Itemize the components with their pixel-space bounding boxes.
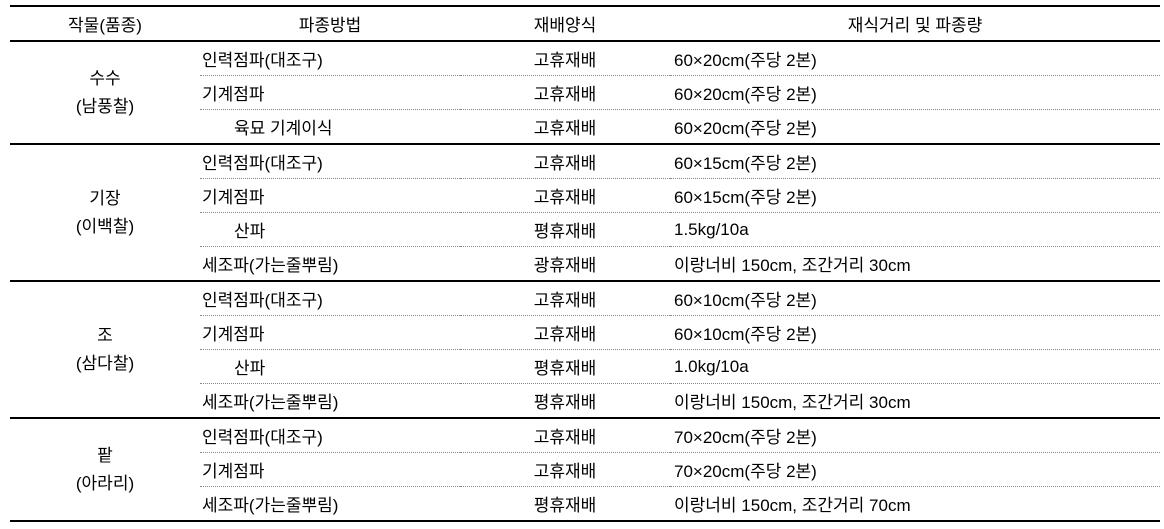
spacing-cell: 1.0kg/10a xyxy=(670,350,1160,384)
form-cell: 고휴재배 xyxy=(460,316,670,350)
form-cell: 광휴재배 xyxy=(460,247,670,282)
method-cell: 산파 xyxy=(200,213,460,247)
crop-cell: 조(삼다찰) xyxy=(10,281,200,418)
method-cell: 세조파(가는줄뿌림) xyxy=(200,247,460,282)
crop-name: 조 xyxy=(16,322,194,349)
form-cell: 고휴재배 xyxy=(460,76,670,110)
spacing-cell: 60×15cm(주당 2본) xyxy=(670,179,1160,213)
form-cell: 고휴재배 xyxy=(460,179,670,213)
method-cell: 기계점파 xyxy=(200,76,460,110)
spacing-cell: 60×15cm(주당 2본) xyxy=(670,144,1160,179)
header-spacing: 재식거리 및 파종량 xyxy=(670,6,1160,41)
form-cell: 고휴재배 xyxy=(460,418,670,453)
method-cell: 기계점파 xyxy=(200,453,460,487)
form-cell: 평휴재배 xyxy=(460,487,670,522)
spacing-cell: 이랑너비 150cm, 조간거리 30cm xyxy=(670,384,1160,419)
table-body: 수수(남풍찰)인력점파(대조구)고휴재배60×20cm(주당 2본)기계점파고휴… xyxy=(10,41,1160,521)
header-form: 재배양식 xyxy=(460,6,670,41)
spacing-cell: 70×20cm(주당 2본) xyxy=(670,418,1160,453)
method-cell: 인력점파(대조구) xyxy=(200,418,460,453)
spacing-cell: 70×20cm(주당 2본) xyxy=(670,453,1160,487)
form-cell: 평휴재배 xyxy=(460,384,670,419)
crop-name: 기장 xyxy=(16,185,194,212)
table-row: 팥(아라리)인력점파(대조구)고휴재배70×20cm(주당 2본) xyxy=(10,418,1160,453)
spacing-cell: 60×10cm(주당 2본) xyxy=(670,316,1160,350)
table-row: 수수(남풍찰)인력점파(대조구)고휴재배60×20cm(주당 2본) xyxy=(10,41,1160,76)
method-cell: 인력점파(대조구) xyxy=(200,281,460,316)
method-cell: 육묘 기계이식 xyxy=(200,110,460,145)
spacing-cell: 1.5kg/10a xyxy=(670,213,1160,247)
method-cell: 인력점파(대조구) xyxy=(200,41,460,76)
crop-cell: 수수(남풍찰) xyxy=(10,41,200,144)
form-cell: 고휴재배 xyxy=(460,144,670,179)
header-row: 작물(품종) 파종방법 재배양식 재식거리 및 파종량 xyxy=(10,6,1160,41)
table-row: 기장(이백찰)인력점파(대조구)고휴재배60×15cm(주당 2본) xyxy=(10,144,1160,179)
form-cell: 고휴재배 xyxy=(460,453,670,487)
spacing-cell: 60×20cm(주당 2본) xyxy=(670,76,1160,110)
method-cell: 기계점파 xyxy=(200,316,460,350)
crop-variety: (아라리) xyxy=(16,470,194,497)
form-cell: 평휴재배 xyxy=(460,350,670,384)
method-cell: 산파 xyxy=(200,350,460,384)
form-cell: 고휴재배 xyxy=(460,281,670,316)
method-cell: 인력점파(대조구) xyxy=(200,144,460,179)
form-cell: 평휴재배 xyxy=(460,213,670,247)
header-method: 파종방법 xyxy=(200,6,460,41)
crop-cell: 팥(아라리) xyxy=(10,418,200,521)
spacing-cell: 60×10cm(주당 2본) xyxy=(670,281,1160,316)
form-cell: 고휴재배 xyxy=(460,41,670,76)
crop-table: 작물(품종) 파종방법 재배양식 재식거리 및 파종량 수수(남풍찰)인력점파(… xyxy=(10,5,1160,522)
form-cell: 고휴재배 xyxy=(460,110,670,145)
method-cell: 세조파(가는줄뿌림) xyxy=(200,487,460,522)
crop-cell: 기장(이백찰) xyxy=(10,144,200,281)
spacing-cell: 이랑너비 150cm, 조간거리 30cm xyxy=(670,247,1160,282)
method-cell: 기계점파 xyxy=(200,179,460,213)
table-row: 조(삼다찰)인력점파(대조구)고휴재배60×10cm(주당 2본) xyxy=(10,281,1160,316)
crop-name: 팥 xyxy=(16,442,194,469)
spacing-cell: 60×20cm(주당 2본) xyxy=(670,41,1160,76)
method-cell: 세조파(가는줄뿌림) xyxy=(200,384,460,419)
spacing-cell: 60×20cm(주당 2본) xyxy=(670,110,1160,145)
crop-variety: (이백찰) xyxy=(16,213,194,240)
crop-variety: (남풍찰) xyxy=(16,93,194,120)
crop-name: 수수 xyxy=(16,65,194,92)
spacing-cell: 이랑너비 150cm, 조간거리 70cm xyxy=(670,487,1160,522)
header-crop: 작물(품종) xyxy=(10,6,200,41)
crop-variety: (삼다찰) xyxy=(16,350,194,377)
